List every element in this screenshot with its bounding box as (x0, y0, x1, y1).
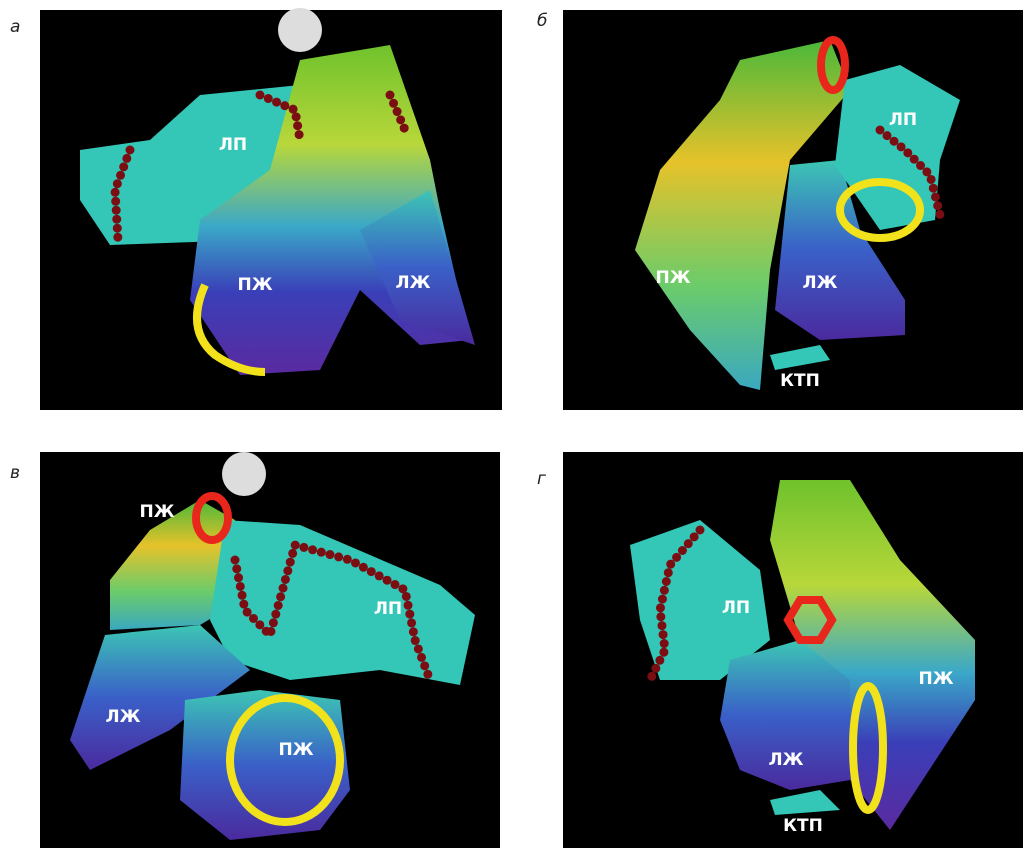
label: ПЖ (655, 268, 690, 288)
label: ЛП (722, 598, 750, 618)
figure: а ЛП ПЖ ЛЖ б ЛП ПЖ ЛЖ КТП в ПЖ ЛП ЛЖ ПЖ … (0, 0, 1035, 851)
label: ЛП (889, 110, 917, 130)
label: КТП (783, 816, 823, 836)
panel-letter: г (537, 469, 546, 489)
label: ЛЖ (769, 750, 804, 770)
panel-c: в ПЖ ЛП ЛЖ ПЖ (10, 452, 500, 848)
panel-d: г ЛП ПЖ ЛЖ КТП (537, 452, 1023, 848)
panel-letter: а (10, 17, 20, 37)
marker (222, 452, 266, 496)
label: ЛЖ (396, 273, 431, 293)
panel-letter: б (537, 11, 547, 31)
panel-a: а ЛП ПЖ ЛЖ (10, 8, 502, 410)
label: ЛЖ (106, 707, 141, 727)
label: ПЖ (139, 502, 174, 522)
label: ЛЖ (803, 273, 838, 293)
label: ПЖ (278, 740, 313, 760)
label: ПЖ (918, 669, 953, 689)
label: КТП (780, 371, 820, 391)
label: ЛП (374, 599, 402, 619)
label: ЛП (219, 135, 247, 155)
marker (278, 8, 322, 52)
label: ПЖ (237, 275, 272, 295)
panel-b: б ЛП ПЖ ЛЖ КТП (537, 10, 1023, 410)
panel-letter: в (10, 463, 20, 483)
